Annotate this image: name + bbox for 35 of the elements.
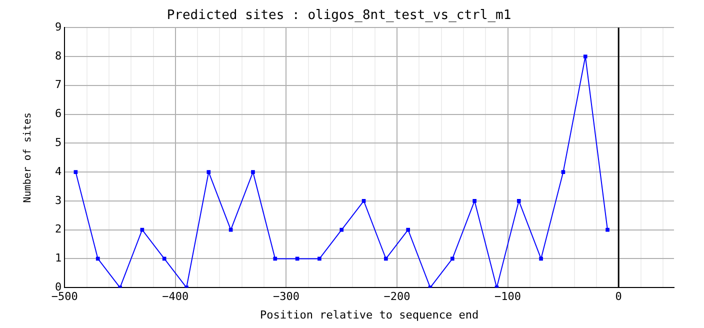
y-tick-label: 3 <box>55 194 62 207</box>
point <box>472 199 476 203</box>
point <box>318 256 322 261</box>
point <box>251 170 255 174</box>
x-tick-label: −400 <box>162 290 189 304</box>
y-tick-label: 6 <box>55 107 62 120</box>
point <box>273 256 278 261</box>
point <box>406 228 410 232</box>
y-tick-label: 5 <box>55 136 62 150</box>
y-tick-label: 4 <box>55 164 62 178</box>
point <box>539 256 543 261</box>
point <box>450 256 454 261</box>
x-tick-label: 0 <box>615 290 622 304</box>
y-tick-label: 2 <box>55 222 62 236</box>
y-axis-title: Number of sites <box>22 112 34 203</box>
point <box>606 228 610 232</box>
point <box>384 256 388 261</box>
point <box>206 170 211 174</box>
point <box>561 170 566 174</box>
point <box>362 199 366 203</box>
point <box>74 170 78 174</box>
y-tick-label: 7 <box>55 78 62 92</box>
x-axis-title: Position relative to sequence end <box>260 308 479 322</box>
point <box>516 199 521 203</box>
point <box>96 256 100 261</box>
y-tick-label: 1 <box>55 252 62 265</box>
y-tick-label: 9 <box>55 20 62 34</box>
y-tick-label: 8 <box>55 49 62 62</box>
chart-title: Predicted sites : oligos_8nt_test_vs_ctrl_m1 <box>166 8 512 24</box>
x-tick-label: −300 <box>272 290 300 304</box>
x-tick-label: −100 <box>494 290 522 304</box>
x-tick-label: −200 <box>384 290 410 304</box>
point <box>583 54 588 58</box>
point <box>340 228 344 232</box>
point <box>162 256 166 261</box>
